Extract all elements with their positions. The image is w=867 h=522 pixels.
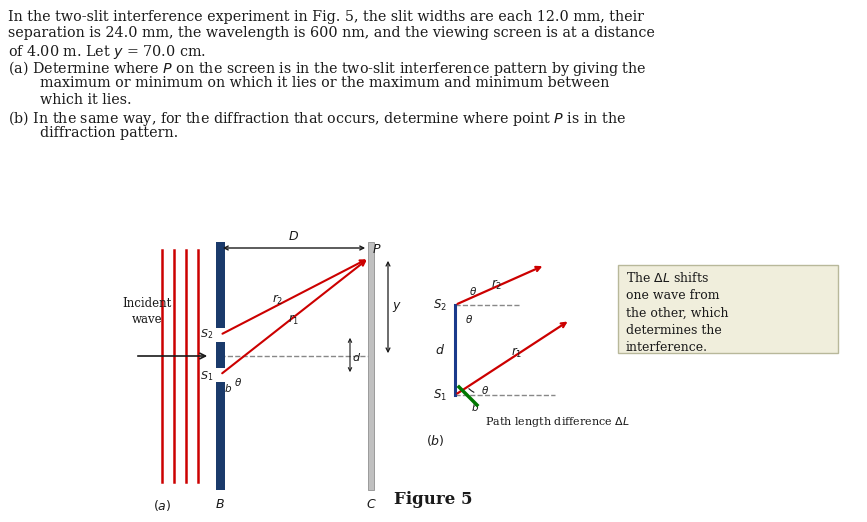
Text: $S_1$: $S_1$: [433, 387, 447, 402]
Text: The $\Delta L$ shifts
one wave from
the other, which
determines the
interference: The $\Delta L$ shifts one wave from the …: [626, 271, 728, 354]
Text: (a) Determine where $P$ on the screen is in the two-slit interference pattern by: (a) Determine where $P$ on the screen is…: [8, 60, 647, 78]
Text: of 4.00 m. Let $y$ = 70.0 cm.: of 4.00 m. Let $y$ = 70.0 cm.: [8, 43, 205, 61]
Text: $r_2$: $r_2$: [492, 278, 503, 292]
Text: $r_2$: $r_2$: [272, 293, 284, 307]
Text: $\theta$: $\theta$: [465, 313, 473, 325]
Text: $r_1$: $r_1$: [512, 346, 523, 360]
Text: which it lies.: which it lies.: [40, 92, 132, 106]
Text: Incident
wave: Incident wave: [122, 297, 172, 326]
Text: $y$: $y$: [392, 300, 401, 314]
Text: $r_1$: $r_1$: [289, 313, 300, 327]
Text: Figure 5: Figure 5: [394, 491, 473, 508]
Text: $b$: $b$: [471, 401, 479, 413]
Text: $B$: $B$: [215, 498, 225, 511]
FancyBboxPatch shape: [618, 265, 838, 353]
Bar: [368, 242, 374, 490]
Text: $C$: $C$: [366, 498, 376, 511]
Text: $(b)$: $(b)$: [426, 433, 444, 448]
Bar: [216, 242, 225, 328]
Text: $S_2$: $S_2$: [199, 327, 213, 341]
Text: (b) In the same way, for the diffraction that occurs, determine where point $P$ : (b) In the same way, for the diffraction…: [8, 109, 626, 128]
Bar: [216, 342, 225, 368]
Text: $(a)$: $(a)$: [153, 498, 171, 513]
Text: $\theta$: $\theta$: [481, 384, 489, 396]
Text: $S_1$: $S_1$: [199, 369, 213, 383]
Text: $D$: $D$: [289, 230, 299, 243]
Text: $P$: $P$: [372, 243, 381, 256]
Text: diffraction pattern.: diffraction pattern.: [40, 125, 179, 139]
Text: maximum or minimum on which it lies or the maximum and minimum between: maximum or minimum on which it lies or t…: [40, 76, 610, 90]
Text: Path length difference $\Delta L$: Path length difference $\Delta L$: [485, 415, 630, 429]
Text: $d$: $d$: [352, 351, 362, 363]
Text: $b$: $b$: [224, 382, 232, 394]
Bar: [216, 382, 225, 490]
Text: $d$: $d$: [435, 343, 445, 357]
Text: $\theta$: $\theta$: [469, 285, 477, 297]
Text: $\theta$: $\theta$: [234, 376, 242, 388]
Text: separation is 24.0 mm, the wavelength is 600 nm, and the viewing screen is at a : separation is 24.0 mm, the wavelength is…: [8, 27, 655, 41]
Text: In the two-slit interference experiment in Fig. 5, the slit widths are each 12.0: In the two-slit interference experiment …: [8, 10, 644, 24]
Text: $S_2$: $S_2$: [434, 298, 447, 313]
